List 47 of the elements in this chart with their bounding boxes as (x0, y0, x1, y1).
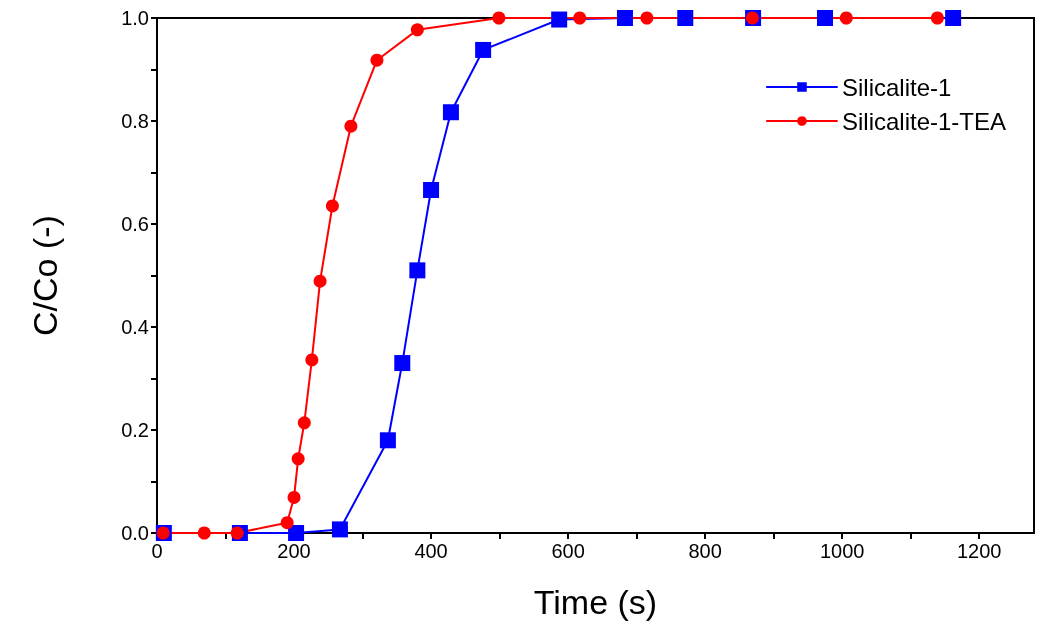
point (280, 516, 294, 530)
point (551, 11, 568, 28)
point (677, 10, 694, 26)
point (945, 10, 962, 26)
point (423, 182, 440, 199)
point (394, 355, 411, 372)
legend-label: Silicalite-1-TEA (841, 107, 1007, 135)
point (573, 11, 587, 25)
point (616, 10, 633, 26)
point (230, 526, 244, 540)
x-axis-title: Time (s) (533, 583, 658, 621)
y-axis-title: C/Co (-) (26, 215, 64, 336)
y-tick-label: 0.4 (121, 316, 149, 338)
point (297, 416, 311, 430)
point (291, 452, 305, 466)
point (287, 490, 301, 504)
point (640, 11, 654, 25)
y-tick-label: 0.2 (121, 419, 149, 441)
point (331, 521, 348, 538)
point (839, 11, 853, 25)
y-tick-label: 1.0 (121, 7, 149, 29)
x-tick-label: 200 (277, 540, 311, 562)
point (492, 11, 506, 25)
x-tick-label: 1000 (819, 540, 865, 562)
point (288, 525, 305, 541)
point (370, 53, 384, 67)
point (410, 23, 424, 37)
y-tick-label: 0.0 (121, 522, 149, 544)
point (305, 353, 319, 367)
point (344, 119, 358, 133)
point (379, 432, 396, 449)
point (442, 104, 459, 121)
x-tick-label: 400 (414, 540, 448, 562)
point (325, 199, 339, 213)
legend-label: Silicalite-1 (841, 73, 952, 101)
x-tick-label: 800 (688, 540, 722, 562)
point (313, 274, 327, 288)
y-tick-label: 0.6 (121, 213, 149, 235)
point (475, 41, 492, 58)
y-tick-label: 0.8 (121, 110, 149, 132)
point (930, 11, 944, 25)
x-tick-label: 1200 (956, 540, 1002, 562)
x-tick-label: 600 (551, 540, 585, 562)
point (409, 262, 426, 279)
point (197, 526, 211, 540)
point (817, 10, 834, 26)
x-tick-label: 0 (151, 540, 163, 562)
